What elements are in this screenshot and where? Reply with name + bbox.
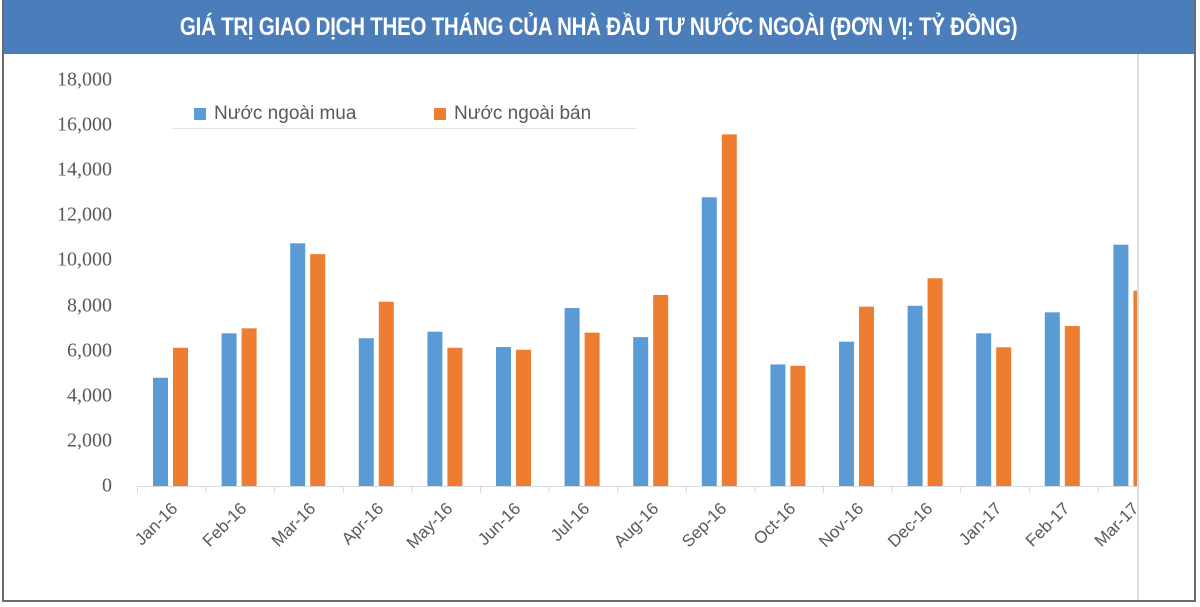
bar-sell	[721, 134, 737, 486]
legend-item-sell: Nước ngoài bán	[434, 103, 591, 125]
y-axis-tick-label: 8,000	[67, 294, 112, 317]
bar-buy	[770, 364, 786, 486]
legend-swatch-buy-icon	[194, 108, 206, 120]
chart-title: GIÁ TRỊ GIAO DỊCH THEO THÁNG CỦA NHÀ ĐẦU…	[180, 12, 1018, 41]
bar-sell	[516, 349, 531, 486]
y-axis-tick-label: 16,000	[57, 113, 112, 136]
bar-buy	[153, 377, 168, 486]
legend-label-buy: Nước ngoài mua	[214, 103, 357, 124]
bar-sell	[790, 365, 806, 486]
bar-sell	[859, 306, 874, 486]
chart-title-bar: GIÁ TRỊ GIAO DỊCH THEO THÁNG CỦA NHÀ ĐẦU…	[4, 0, 1194, 54]
legend-item-buy: Nước ngoài mua	[194, 103, 356, 125]
bar-sell	[927, 278, 943, 486]
bar-buy	[1113, 244, 1129, 486]
bar-buy	[701, 197, 717, 487]
bar-buy	[976, 333, 992, 486]
y-axis-tick-label: 10,000	[57, 248, 112, 271]
bar-sell	[447, 347, 463, 486]
y-axis-tick-label: 14,000	[57, 158, 112, 181]
y-axis-tick-label: 18,000	[57, 68, 112, 91]
bar-buy	[839, 341, 854, 486]
bar-sell	[1064, 326, 1080, 486]
y-axis-tick-label: 0	[102, 474, 112, 497]
legend-swatch-sell-icon	[434, 108, 446, 120]
y-axis-tick-label: 6,000	[67, 339, 112, 362]
bar-buy	[290, 243, 306, 486]
bar-sell	[584, 332, 600, 486]
y-axis-tick-label: 2,000	[67, 429, 112, 452]
bar-buy	[564, 308, 580, 486]
y-axis-tick-label: 12,000	[57, 203, 112, 226]
bar-buy	[907, 305, 923, 486]
bar-sell	[1133, 290, 1137, 486]
bar-buy	[358, 338, 374, 486]
bar-sell	[241, 328, 257, 486]
bar-buy	[633, 337, 649, 486]
bar-sell	[653, 294, 669, 486]
legend: Nước ngoài mua Nước ngoài bán	[172, 100, 637, 129]
bar-buy	[427, 331, 443, 486]
plot-clip-edge	[1137, 54, 1139, 600]
bar-sell	[173, 347, 188, 486]
bar-buy	[496, 347, 511, 486]
bar-sell	[310, 254, 326, 486]
bar-sell	[378, 301, 394, 486]
legend-label-sell: Nước ngoài bán	[454, 103, 592, 124]
bar-buy	[221, 333, 237, 486]
bar-buy	[1044, 312, 1060, 486]
bar-sell	[996, 347, 1012, 486]
y-axis-tick-label: 4,000	[67, 384, 112, 407]
